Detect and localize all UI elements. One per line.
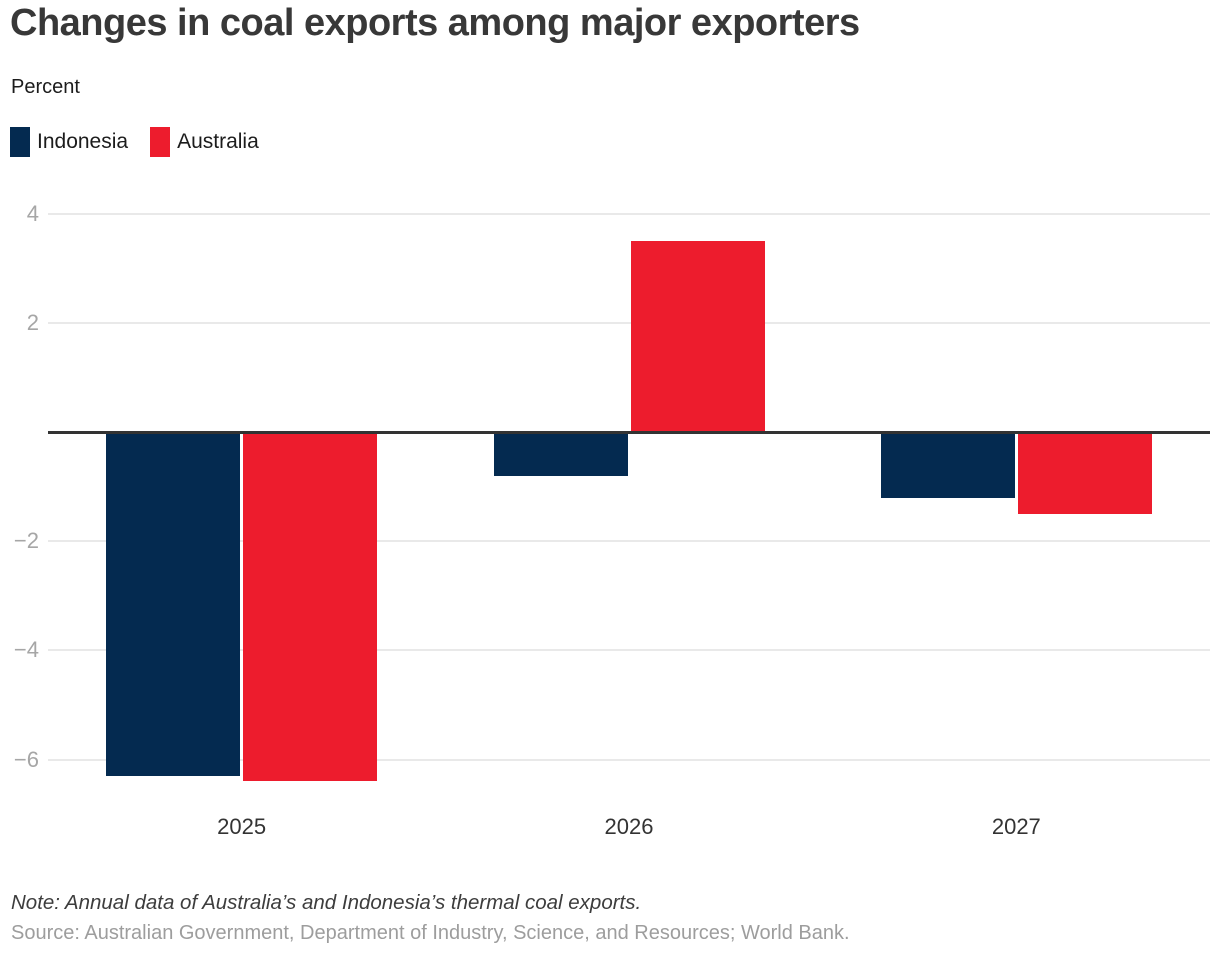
legend-label: Australia — [177, 130, 259, 153]
y-tick-label-2: 2 — [26, 309, 39, 335]
gridline-4 — [48, 212, 1210, 215]
bar-indonesia-2025 — [106, 432, 241, 776]
source-text: Source: Australian Government, Departmen… — [11, 922, 850, 944]
bar-australia-2027 — [1017, 432, 1152, 514]
legend-item-indonesia: Indonesia — [10, 127, 128, 157]
y-tick-label--4: −4 — [13, 637, 39, 663]
bar-australia-2026 — [630, 240, 765, 432]
x-tick-label-2025: 2025 — [217, 814, 267, 839]
chart-title: Changes in coal exports among major expo… — [10, 2, 860, 44]
x-tick-label-2027: 2027 — [991, 814, 1041, 839]
x-tick-label-2026: 2026 — [604, 814, 654, 839]
gridline--6 — [48, 758, 1210, 761]
legend-swatch-indonesia — [10, 127, 30, 157]
legend: Indonesia Australia — [10, 127, 259, 157]
gridline-2 — [48, 321, 1210, 324]
y-tick-label--6: −6 — [13, 746, 39, 772]
legend-swatch-australia — [150, 127, 171, 157]
gridline--4 — [48, 649, 1210, 652]
note-text: Note: Annual data of Australia’s and Ind… — [11, 891, 642, 914]
gridline--2 — [48, 540, 1210, 543]
legend-item-australia: Australia — [150, 127, 259, 157]
legend-label: Indonesia — [37, 130, 129, 153]
y-tick-label-4: 4 — [26, 200, 39, 226]
bar-australia-2025 — [243, 432, 378, 782]
zero-baseline — [48, 431, 1210, 434]
y-tick-label--2: −2 — [13, 528, 39, 554]
y-axis-unit-label: Percent — [11, 76, 80, 98]
bar-indonesia-2026 — [493, 432, 628, 476]
bar-indonesia-2027 — [880, 432, 1015, 498]
